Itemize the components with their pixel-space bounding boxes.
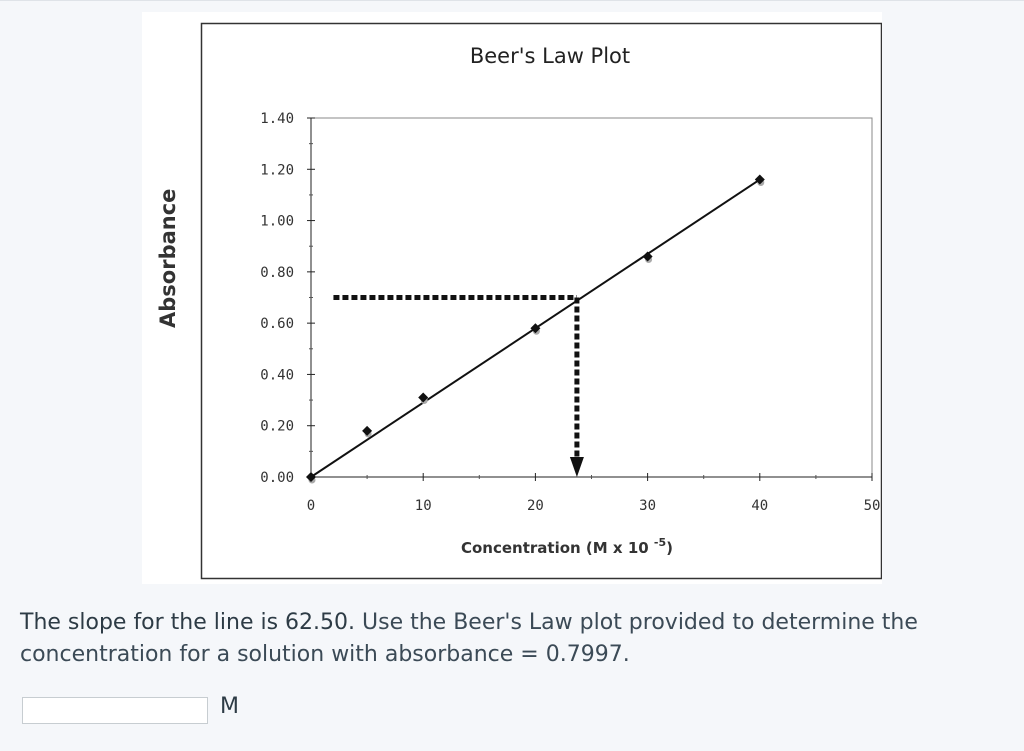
y-tick-label: 0.20 <box>260 419 294 435</box>
x-tick-label: 50 <box>864 498 881 514</box>
question-instructions: Use the Beer's Law plot provided to dete… <box>20 610 918 667</box>
chart-border <box>200 22 882 580</box>
answer-input[interactable] <box>22 697 208 724</box>
answer-unit: M <box>220 694 239 719</box>
data-point <box>306 472 316 482</box>
y-tick-label: 0.80 <box>260 265 294 281</box>
x-axis-label: Concentration (M x 10 -5) <box>461 536 673 557</box>
y-tick-label: 1.40 <box>260 111 294 127</box>
y-tick-label: 0.60 <box>260 316 294 332</box>
data-point <box>362 425 373 436</box>
x-tick-label: 40 <box>751 498 768 514</box>
beers-law-chart: Beer's Law Plot 0.00 0.20 0.40 0.60 0.80 1.00 1… <box>142 12 882 584</box>
question-slope-statement: The slope for the line is 62.50. <box>20 610 356 635</box>
y-tick-label: 1.20 <box>260 162 294 178</box>
x-axis-label-close: ) <box>666 539 673 557</box>
x-tick-label: 30 <box>639 498 656 514</box>
y-tick-label: 0.40 <box>260 367 294 383</box>
data-point <box>642 251 653 262</box>
plot-area-border <box>310 117 873 478</box>
data-point <box>530 323 541 334</box>
data-point <box>418 392 429 403</box>
chart-title: Beer's Law Plot <box>470 44 630 68</box>
data-point <box>754 174 765 185</box>
x-axis-label-exponent: -5 <box>654 536 666 549</box>
y-axis-label: Absorbance <box>156 188 180 328</box>
x-axis-label-main: Concentration (M x 10 <box>461 539 654 557</box>
x-tick-label: 0 <box>307 498 315 514</box>
question-text: The slope for the line is 62.50. Use the… <box>20 607 1010 671</box>
y-tick-label: 1.00 <box>260 214 294 230</box>
y-tick-label: 0.00 <box>260 470 294 486</box>
x-tick-label: 10 <box>415 498 432 514</box>
top-divider <box>0 0 1024 1</box>
x-tick-label: 20 <box>527 498 544 514</box>
annotation-arrow-head <box>569 457 584 477</box>
chart-svg: Beer's Law Plot 0.00 0.20 0.40 0.60 0.80 1.00 1… <box>200 22 882 580</box>
